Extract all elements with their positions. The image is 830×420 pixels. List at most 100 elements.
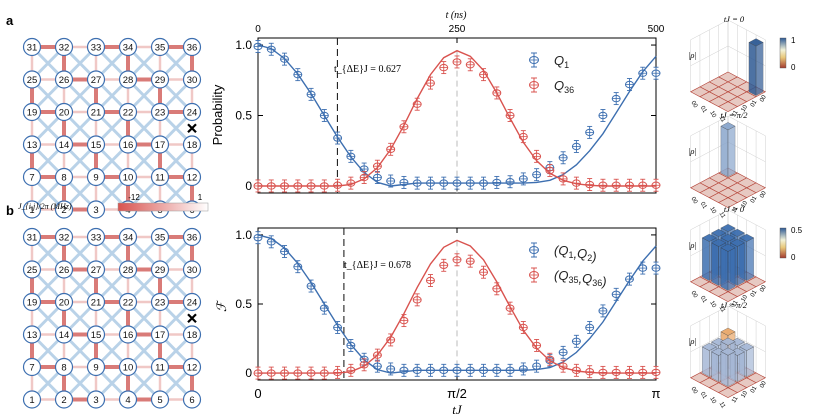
plot-a: Probability t_{ΔE}J = 0.627 0 0.5 1.0 Q1 Q36 — [210, 37, 661, 194]
qubit-label-13: 13 — [27, 140, 38, 151]
inset-tick-row: 01 — [699, 295, 708, 304]
colorbar-label: J_{i,j}/2π (MHz) — [18, 202, 72, 211]
coupling-colorbar: J_{i,j}/2π (MHz) -12 1 — [18, 193, 209, 212]
ylabel-a: Probability — [210, 84, 225, 145]
qubit-20 — [54, 292, 74, 312]
qubit-label-32: 32 — [59, 233, 70, 244]
inset-bar-top — [720, 347, 736, 356]
inset-bar-face — [702, 346, 710, 377]
inset-tick-col: 11 — [731, 299, 740, 308]
inset-tick-row: 10 — [708, 396, 717, 405]
colorbar-gradient — [117, 202, 209, 212]
inset-grid — [690, 45, 729, 67]
qubit-10 — [118, 167, 138, 187]
qubit-label-36: 36 — [187, 43, 198, 54]
inset-bar-top — [739, 233, 755, 242]
colorbar-min-label: -12 — [128, 193, 140, 202]
qubit-label-26: 26 — [59, 265, 70, 276]
qubit-29 — [150, 260, 170, 279]
qubit-12 — [182, 357, 202, 377]
qubit-label-34: 34 — [123, 43, 134, 54]
qubit-1 — [22, 390, 42, 409]
qubit-label-31: 31 — [27, 233, 38, 244]
inset-bar-top — [720, 337, 736, 346]
colorbar-max-label: 1 — [198, 193, 203, 202]
inset-tick-row: 00 — [690, 386, 699, 395]
qubit-label-22: 22 — [123, 298, 134, 309]
qubit-label-7: 7 — [29, 173, 34, 184]
qubit-label-14: 14 — [59, 140, 70, 151]
inset-tick-row: 10 — [708, 300, 717, 309]
inset-bar-top — [701, 233, 717, 242]
inset-grid — [690, 209, 729, 231]
qubit-label-30: 30 — [187, 75, 198, 86]
qubit-35 — [150, 227, 170, 247]
qubit-2 — [54, 390, 74, 409]
inset-bar-top — [720, 224, 736, 232]
qubit-label-10: 10 — [123, 173, 134, 184]
qubit-35 — [150, 37, 170, 57]
inset-grid — [690, 115, 729, 137]
inset-bar-top — [739, 342, 755, 351]
qubit-3 — [86, 390, 106, 409]
inset-tick-col: 10 — [741, 390, 750, 399]
inset-tick-col: 01 — [750, 195, 759, 204]
qubit-9 — [86, 167, 106, 187]
bottom-axis: 0 π/2 π tJ — [254, 386, 660, 417]
inset-title: tJ = 0 — [724, 204, 745, 214]
inset-tick-row: 00 — [690, 290, 699, 299]
qubit-label-36: 36 — [187, 233, 198, 244]
qubit-18 — [182, 325, 202, 344]
qubit-26 — [54, 70, 74, 89]
qubit-label-2: 2 — [61, 395, 66, 406]
top-axis-label: t (ns) — [446, 10, 468, 21]
qubit-28 — [118, 70, 138, 89]
qubit-7 — [22, 167, 42, 187]
qubit-label-35: 35 — [155, 233, 166, 244]
qubit-19 — [22, 102, 42, 122]
qubit-23 — [150, 102, 170, 122]
qubit-label-18: 18 — [187, 140, 198, 151]
qubit-21 — [86, 102, 106, 122]
qubit-label-19: 19 — [27, 298, 38, 309]
inset-tick-row: 11 — [718, 401, 727, 410]
inset-tick-row: 10 — [708, 206, 717, 215]
qubit-14 — [54, 325, 74, 344]
inset-grid — [690, 19, 729, 41]
removed-coupler-cross — [187, 123, 197, 134]
inset-bar-face — [720, 125, 729, 177]
qubit-label-25: 25 — [27, 75, 38, 86]
qubit-24 — [182, 102, 202, 122]
qubit-label-15: 15 — [91, 330, 102, 341]
qubit-label-25: 25 — [27, 265, 38, 276]
inset-ylabel: |ρ| — [688, 336, 697, 346]
qubit-label-33: 33 — [91, 233, 102, 244]
qubit-label-20: 20 — [59, 298, 70, 309]
qubit-label-8: 8 — [61, 173, 66, 184]
inset-cbar-min: 0 — [791, 253, 796, 262]
qubit-7 — [22, 357, 42, 377]
inset-cbar-max: 0.5 — [791, 226, 803, 235]
inset-bar-top — [729, 238, 745, 247]
qubit-31 — [22, 227, 42, 247]
inset-bar-top — [701, 342, 717, 351]
qubit-13 — [22, 325, 42, 344]
qubit-label-35: 35 — [155, 43, 166, 54]
qubit-label-23: 23 — [155, 298, 166, 309]
qubit-label-31: 31 — [27, 43, 38, 54]
qubit-label-24: 24 — [187, 108, 198, 119]
qubit-label-29: 29 — [155, 75, 166, 86]
qubit-label-28: 28 — [123, 265, 134, 276]
qubit-label-30: 30 — [187, 265, 198, 276]
qubit-32 — [54, 227, 74, 247]
qubit-27 — [86, 260, 106, 279]
inset-grid — [690, 305, 729, 327]
qubit-label-17: 17 — [155, 140, 166, 151]
inset-grid — [727, 209, 766, 231]
inset-floor-tile — [718, 197, 738, 208]
qubit-1 — [22, 200, 42, 219]
inset-tick-col: 01 — [750, 289, 759, 298]
qubit-16 — [118, 325, 138, 344]
